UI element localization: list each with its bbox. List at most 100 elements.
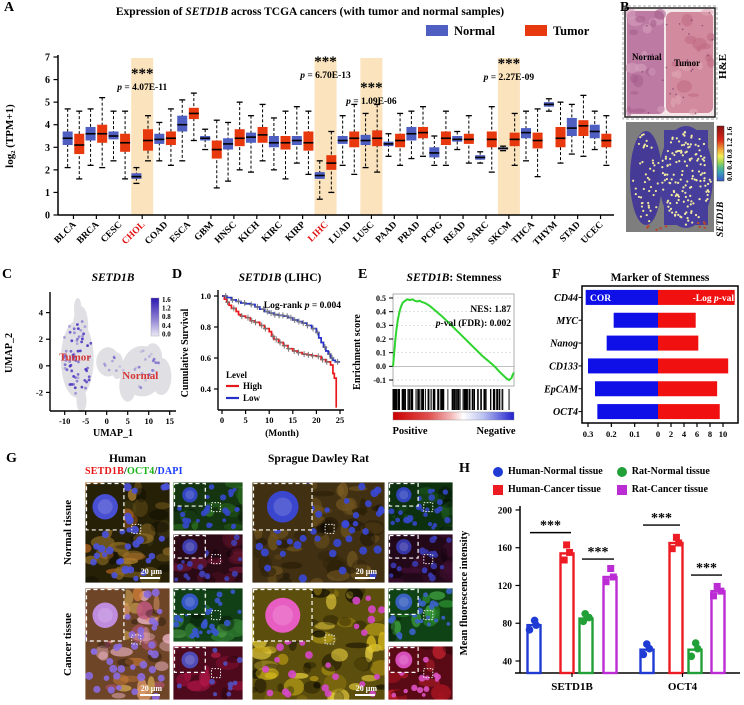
svg-text:160: 160 [498,544,513,554]
svg-text:p = 4.07E-11: p = 4.07E-11 [116,83,167,93]
survival-chart: 0.4 0.6 0.8 1.0 0 5 10 15 20 25 (Month) Cumulative … [180,290,345,439]
legend-item: Rat-Cancer tissue [616,484,710,495]
panel-c-label: C [2,267,13,282]
spatial-gene-label: SETD1B [716,201,726,237]
legend-marker-circle [493,466,503,477]
he-side-label: H&E [717,53,729,79]
panel-a-label: A [4,0,15,15]
svg-text:0.0: 0.0 [376,362,386,371]
svg-text:LUSC: LUSC [352,220,377,245]
svg-text:0.0: 0.0 [162,330,171,338]
svg-text:0.5: 0.5 [376,294,386,303]
panel-f-title: Marker of Stemness [610,272,710,284]
legend-item: Tumor [524,24,589,39]
svg-text:GBM: GBM [193,220,216,243]
panel-a-title: Expression of SETD1B across TCGA cancers… [115,6,505,18]
stain-/: / [124,466,127,477]
stain-dapi: DAPI [157,466,183,477]
svg-text:1.6: 1.6 [162,296,171,304]
svg-text:(Month): (Month) [265,428,299,439]
svg-text:2: 2 [669,429,673,439]
svg-text:2: 2 [45,165,50,176]
svg-text:***: *** [588,545,609,560]
svg-text:PRAD: PRAD [397,220,423,246]
svg-text:p = 2.27E-09: p = 2.27E-09 [483,73,535,83]
svg-text:20 μm: 20 μm [141,567,163,576]
svg-text:0.2: 0.2 [606,429,617,439]
svg-text:UMAP_1: UMAP_1 [93,428,133,439]
svg-text:0.1: 0.1 [629,429,640,439]
svg-text:COR: COR [590,294,611,304]
panel-f-label: F [552,267,561,282]
svg-text:8: 8 [708,429,712,439]
panel-e-title: SETD1B: Stemness [406,272,502,284]
svg-text:20: 20 [312,415,321,425]
svg-text:EpCAM: EpCAM [543,384,579,395]
svg-text:0.3: 0.3 [376,321,386,330]
panel-h-label: H [459,461,470,476]
panel-h: 40 80 120 160 200 Mean fluorescence intensity… [455,448,744,705]
svg-text:0.2: 0.2 [376,335,386,344]
svg-text:Low: Low [243,393,261,403]
svg-text:4: 4 [682,429,687,439]
svg-text:MYC: MYC [555,316,578,327]
svg-text:0.8: 0.8 [200,322,211,332]
svg-text:Tumor: Tumor [59,352,91,364]
svg-text:120: 120 [498,582,513,592]
svg-text:LIHC: LIHC [306,220,330,244]
svg-text:-2: -2 [36,387,43,397]
svg-text:THYM: THYM [532,220,560,248]
legend-swatch [524,25,547,36]
panel-b: B Normal Tumor H&E 0.0 0.4 0.8 1.2 1.6 S… [618,0,744,252]
svg-text:0.4: 0.4 [376,307,386,316]
svg-text:4: 4 [45,120,50,131]
svg-text:***: *** [540,519,561,534]
svg-text:20 μm: 20 μm [356,684,378,693]
svg-text:5: 5 [45,98,50,109]
he-normal-label: Normal [632,52,662,62]
svg-text:1: 1 [45,188,50,199]
panel-f: CD44 MYC Nanog CD133 EpCAM OCT4 COR -Log p-val 0… [520,258,744,450]
svg-text:0.4: 0.4 [162,322,171,330]
panel-g: 20 μm 20 μm 20 μm 20 μm G Human Sprague Daw… [0,448,455,705]
panel-c: -2 0 2 4 -10 -5 0 5 10 15 UMAP_1 UMAP_2 Tumor Normal 1… [0,258,182,450]
gene-name: SETD1B [406,272,450,284]
svg-text:p = 6.70E-13: p = 6.70E-13 [299,71,351,81]
svg-text:25: 25 [336,415,345,425]
he-and-spatial-images [622,5,725,232]
panel-e: 0.5 0.4 0.3 0.2 0.1 0.0 -0.1 NES: 1.87 p-val (FD… [348,258,520,450]
svg-text:15: 15 [165,416,174,426]
legend-item: Normal [426,24,495,39]
svg-text:Negative: Negative [476,426,515,437]
panel-b-label: B [620,0,630,15]
svg-text:20 μm: 20 μm [141,684,163,693]
gsea-chart: 0.5 0.4 0.3 0.2 0.1 0.0 -0.1 NES: 1.87 p-val (FD… [352,293,516,437]
svg-text:p = 1.09E-06: p = 1.09E-06 [345,97,397,107]
svg-text:1.2: 1.2 [162,305,171,313]
svg-text:0: 0 [39,361,43,371]
svg-text:0.6: 0.6 [200,353,211,363]
svg-text:***: *** [360,80,383,96]
fluorescence-intensity-chart: 40 80 120 160 200 Mean fluorescence intensity… [459,506,740,693]
svg-text:***: *** [651,511,672,526]
svg-text:BRCA: BRCA [75,220,101,246]
svg-text:5: 5 [126,416,130,426]
stain-setd1b: SETD1B [85,466,124,477]
svg-text:PCPG: PCPG [420,220,446,246]
svg-text:NES: 1.87: NES: 1.87 [470,305,511,315]
svg-text:KICH: KICH [237,220,262,245]
panel-d: 0.4 0.6 0.8 1.0 0 5 10 15 20 25 (Month) Cumulative … [172,258,350,450]
svg-text:20 μm: 20 μm [356,567,378,576]
panel-e-label: E [358,267,368,282]
svg-text:COAD: COAD [143,220,170,247]
svg-text:UMAP_2: UMAP_2 [4,333,15,373]
svg-text:15: 15 [289,415,298,425]
svg-text:10: 10 [719,429,728,439]
panel-c-title: SETD1B [91,272,135,284]
svg-text:Nanog: Nanog [549,339,578,350]
svg-text:0.3: 0.3 [583,429,594,439]
legend-marker-square [493,484,503,495]
svg-text:LUAD: LUAD [327,220,353,246]
svg-text:CD44: CD44 [554,293,578,304]
